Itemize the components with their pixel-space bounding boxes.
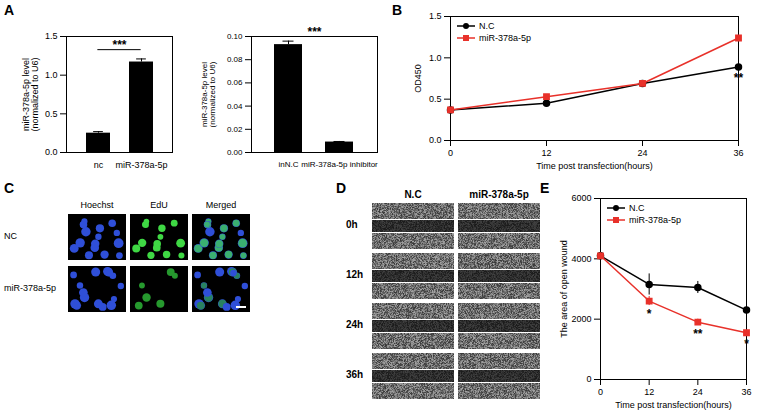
html-text:A: A <box>4 2 15 18</box>
svg-text:36: 36 <box>733 148 743 158</box>
html-text:N.C: N.C <box>404 189 422 200</box>
html-text:E: E <box>540 180 550 196</box>
svg-text:2000: 2000 <box>571 314 591 324</box>
svg-text:miR-378a-5p: miR-378a-5p <box>115 160 167 170</box>
html-text:D: D <box>336 180 347 196</box>
svg-text:0.0: 0.0 <box>429 135 442 145</box>
svg-text:24: 24 <box>637 148 647 158</box>
svg-text:0.5: 0.5 <box>45 109 58 119</box>
svg-text:24: 24 <box>693 387 703 397</box>
html-text:36h: 36h <box>346 369 364 380</box>
svg-text:1.0: 1.0 <box>45 70 58 80</box>
svg-text:12: 12 <box>541 148 551 158</box>
svg-text:**: ** <box>693 327 703 341</box>
svg-text:4000: 4000 <box>571 254 591 264</box>
html-text:NC: NC <box>4 231 17 241</box>
svg-text:**: ** <box>734 71 744 85</box>
html-text:N.C: N.C <box>479 21 495 31</box>
html-text:24h: 24h <box>346 319 364 330</box>
svg-text:0.5: 0.5 <box>429 94 442 104</box>
svg-text:Time post transfection(hours): Time post transfection(hours) <box>536 161 653 171</box>
svg-text:1.0: 1.0 <box>429 53 442 63</box>
svg-text:0.04: 0.04 <box>227 102 243 111</box>
html-text:miR-378a-5p: miR-378a-5p <box>469 189 529 200</box>
svg-text:*: * <box>647 307 652 321</box>
svg-text:nc: nc <box>94 160 104 170</box>
svg-text:miR-378a-5p level(normalized t: miR-378a-5p level(normalized to U6) <box>21 57 40 131</box>
html-text:C: C <box>4 180 15 196</box>
svg-text:The area of open wound: The area of open wound <box>559 240 569 338</box>
html-text:miR-378a-5p: miR-378a-5p <box>629 215 681 225</box>
svg-text:***: *** <box>112 38 126 52</box>
svg-text:0.02: 0.02 <box>227 125 243 134</box>
svg-text:Time post transfection(hours): Time post transfection(hours) <box>615 400 732 410</box>
svg-text:1.5: 1.5 <box>45 31 58 41</box>
svg-text:6000: 6000 <box>571 193 591 203</box>
html-text:0h: 0h <box>346 219 358 230</box>
html-text:12h: 12h <box>346 269 364 280</box>
svg-text:0.00: 0.00 <box>227 148 243 157</box>
svg-text:0.06: 0.06 <box>227 78 243 87</box>
html-text:N.C: N.C <box>629 203 645 213</box>
svg-text:***: *** <box>307 25 321 39</box>
svg-text:1.5: 1.5 <box>429 11 442 21</box>
svg-text:miR-378a-5p inhibitor: miR-378a-5p inhibitor <box>301 160 378 169</box>
svg-text:0: 0 <box>448 148 453 158</box>
html-text:Hoechst: Hoechst <box>80 200 114 210</box>
svg-text:OD450: OD450 <box>413 64 423 93</box>
svg-text:36: 36 <box>741 387 751 397</box>
svg-text:0.0: 0.0 <box>45 147 58 157</box>
svg-text:miR-378a-5p level(normalized t: miR-378a-5p level(normalized to U6) <box>200 61 217 127</box>
html-text:B: B <box>392 2 403 18</box>
html-text:Merged: Merged <box>205 200 237 210</box>
svg-text:0.10: 0.10 <box>227 32 243 41</box>
svg-text:0.08: 0.08 <box>227 55 243 64</box>
svg-text:0: 0 <box>598 387 603 397</box>
svg-text:inN.C: inN.C <box>278 160 298 169</box>
html-text:EdU: EdU <box>150 200 168 210</box>
svg-text:*: * <box>744 337 749 351</box>
svg-text:12: 12 <box>644 387 654 397</box>
svg-text:0: 0 <box>586 374 591 384</box>
html-text:miR-378a-5p: miR-378a-5p <box>4 283 56 293</box>
html-text:miR-378a-5p: miR-378a-5p <box>479 33 531 43</box>
